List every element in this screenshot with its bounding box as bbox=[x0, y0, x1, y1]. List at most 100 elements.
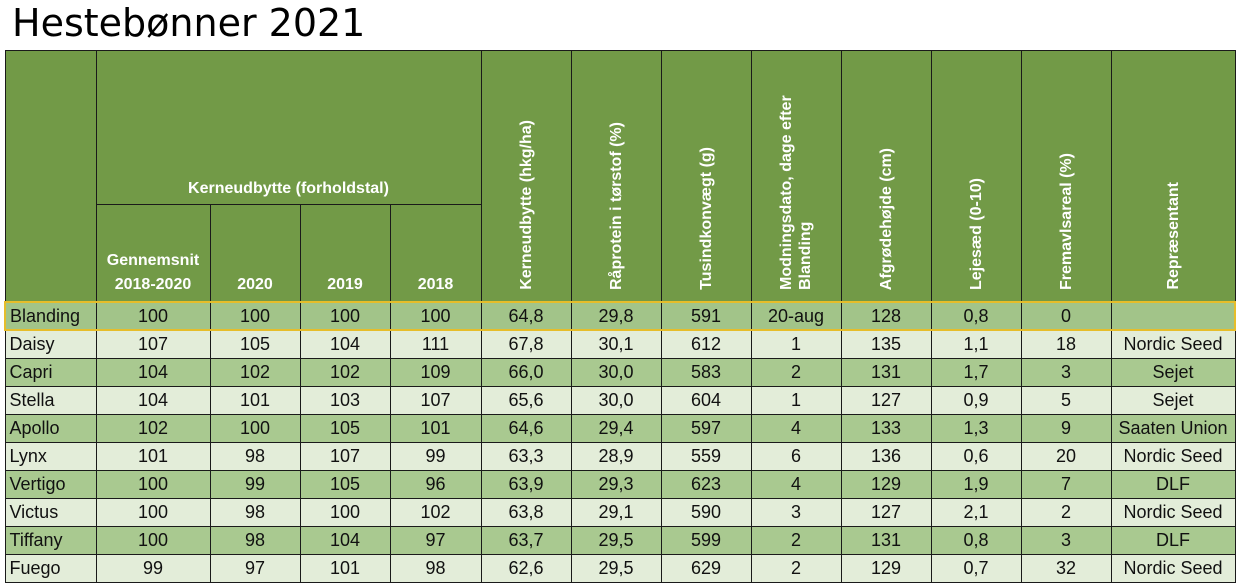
table-cell: 30,1 bbox=[570, 329, 662, 359]
header-rotated: Tusindkonvægt (g) bbox=[660, 50, 752, 303]
table-cell: 105 bbox=[299, 470, 391, 499]
table-cell: 20 bbox=[1020, 442, 1112, 471]
table-cell: 1 bbox=[750, 329, 842, 359]
header-rotated: Modningsdato, dage efter Blanding bbox=[750, 50, 842, 303]
table-cell: 107 bbox=[299, 442, 391, 471]
table-cell: 104 bbox=[95, 386, 211, 415]
table-cell: 604 bbox=[660, 386, 752, 415]
table-cell: 129 bbox=[840, 554, 932, 583]
table-cell: 107 bbox=[389, 386, 482, 415]
table-cell: 1,3 bbox=[930, 414, 1022, 443]
variety-cell: Blanding bbox=[4, 301, 97, 331]
table-row: Daisy 107 105 104 111 67,8 30,1 612 1 135 1,1 18 Nor… bbox=[4, 329, 1236, 359]
table-cell: 104 bbox=[95, 358, 211, 387]
page-title: Hestebønner 2021 bbox=[12, 1, 366, 45]
table-cell: 629 bbox=[660, 554, 752, 583]
table-cell: 96 bbox=[389, 470, 482, 499]
table-row: Apollo 102 100 105 101 64,6 29,4 597 4 133 1,3 9 Saa… bbox=[4, 414, 1236, 443]
table-cell: 101 bbox=[389, 414, 482, 443]
table-cell: 129 bbox=[840, 470, 932, 499]
table-cell: 100 bbox=[95, 470, 211, 499]
table-cell: 29,1 bbox=[570, 498, 662, 527]
table-row: Stella 104 101 103 107 65,6 30,0 604 1 127 0,9 5 Sej… bbox=[4, 386, 1236, 415]
table-cell: 99 bbox=[209, 470, 301, 499]
table-cell: 1 bbox=[750, 386, 842, 415]
table-cell: 101 bbox=[95, 442, 211, 471]
table-row: Lynx 101 98 107 99 63,3 28,9 559 6 136 0,6 20 Nordic… bbox=[4, 442, 1236, 471]
table-cell: 100 bbox=[95, 498, 211, 527]
table-cell: 29,5 bbox=[570, 554, 662, 583]
table-cell: 0,7 bbox=[930, 554, 1022, 583]
table-cell: DLF bbox=[1110, 526, 1236, 555]
table-cell: 136 bbox=[840, 442, 932, 471]
table-cell: 109 bbox=[389, 358, 482, 387]
table-cell: Sejet bbox=[1110, 386, 1236, 415]
table-row: Vertigo 100 99 105 96 63,9 29,3 623 4 129 1,9 7 DLF bbox=[4, 470, 1236, 499]
table-row: Victus 100 98 100 102 63,8 29,1 590 3 127 2,1 2 Nord… bbox=[4, 498, 1236, 527]
table-cell: 623 bbox=[660, 470, 752, 499]
reference-row: Blanding 100 100 100 100 64,8 29,8 591 20-aug 128… bbox=[4, 301, 1236, 331]
trial-results-table: Kerneudbytte (forholdstal) Kerneudbytte … bbox=[4, 50, 1236, 583]
header-label: Tusindkonvægt (g) bbox=[697, 147, 715, 290]
header-group-yield-index: Kerneudbytte (forholdstal) bbox=[95, 50, 482, 205]
header-sub: Gennemsnit 2018-2020 bbox=[95, 204, 211, 303]
table-cell: 98 bbox=[209, 526, 301, 555]
variety-cell: Tiffany bbox=[4, 526, 97, 555]
table-cell: 2 bbox=[750, 526, 842, 555]
table-cell: 5 bbox=[1020, 386, 1112, 415]
table-cell bbox=[1110, 301, 1236, 331]
table-cell: 101 bbox=[209, 386, 301, 415]
table-cell: 559 bbox=[660, 442, 752, 471]
table-cell: 100 bbox=[209, 301, 301, 331]
table-cell: 98 bbox=[209, 498, 301, 527]
header-label: Repræsentant bbox=[1164, 182, 1182, 290]
table-cell: 0,6 bbox=[930, 442, 1022, 471]
table-cell: 0,9 bbox=[930, 386, 1022, 415]
table-cell: Sejet bbox=[1110, 358, 1236, 387]
table-cell: 99 bbox=[389, 442, 482, 471]
header-rotated: Afgrødehøjde (cm) bbox=[840, 50, 932, 303]
table-cell: 98 bbox=[209, 442, 301, 471]
table-cell: 131 bbox=[840, 358, 932, 387]
table-cell: 0 bbox=[1020, 301, 1112, 331]
table-cell: 97 bbox=[389, 526, 482, 555]
table-cell: 63,7 bbox=[480, 526, 572, 555]
table-cell: 30,0 bbox=[570, 386, 662, 415]
table-cell: 131 bbox=[840, 526, 932, 555]
header-rotated: Lejesæd (0-10) bbox=[930, 50, 1022, 303]
table-cell: 66,0 bbox=[480, 358, 572, 387]
table-cell: 101 bbox=[299, 554, 391, 583]
table-cell: 100 bbox=[299, 301, 391, 331]
variety-cell: Stella bbox=[4, 386, 97, 415]
table-cell: 28,9 bbox=[570, 442, 662, 471]
table-cell: 102 bbox=[389, 498, 482, 527]
table-cell: 65,6 bbox=[480, 386, 572, 415]
table-cell: 1,7 bbox=[930, 358, 1022, 387]
table-cell: 64,6 bbox=[480, 414, 572, 443]
header-sub: 2018 bbox=[389, 204, 482, 303]
header-variety bbox=[4, 50, 97, 303]
table-cell: 9 bbox=[1020, 414, 1112, 443]
header-label: Råprotein i tørstof (%) bbox=[607, 122, 625, 290]
header-label: Kerneudbytte (hkg/ha) bbox=[517, 120, 535, 290]
table-cell: 20-aug bbox=[750, 301, 842, 331]
table-cell: 2 bbox=[750, 358, 842, 387]
header-label: Afgrødehøjde (cm) bbox=[877, 147, 895, 290]
table-cell: 2 bbox=[750, 554, 842, 583]
table-cell: 6 bbox=[750, 442, 842, 471]
table-cell: 62,6 bbox=[480, 554, 572, 583]
table-cell: 128 bbox=[840, 301, 932, 331]
header-rotated: Kerneudbytte (hkg/ha) bbox=[480, 50, 572, 303]
table-cell: 105 bbox=[209, 329, 301, 359]
variety-cell: Victus bbox=[4, 498, 97, 527]
table-cell: 29,3 bbox=[570, 470, 662, 499]
variety-cell: Fuego bbox=[4, 554, 97, 583]
table-cell: 3 bbox=[750, 498, 842, 527]
variety-cell: Vertigo bbox=[4, 470, 97, 499]
table-cell: 18 bbox=[1020, 329, 1112, 359]
table-cell: 591 bbox=[660, 301, 752, 331]
table-row: Fuego 99 97 101 98 62,6 29,5 629 2 129 0,7 32 Nordic… bbox=[4, 554, 1236, 583]
table-cell: 597 bbox=[660, 414, 752, 443]
table-cell: 63,3 bbox=[480, 442, 572, 471]
table-cell: 99 bbox=[95, 554, 211, 583]
